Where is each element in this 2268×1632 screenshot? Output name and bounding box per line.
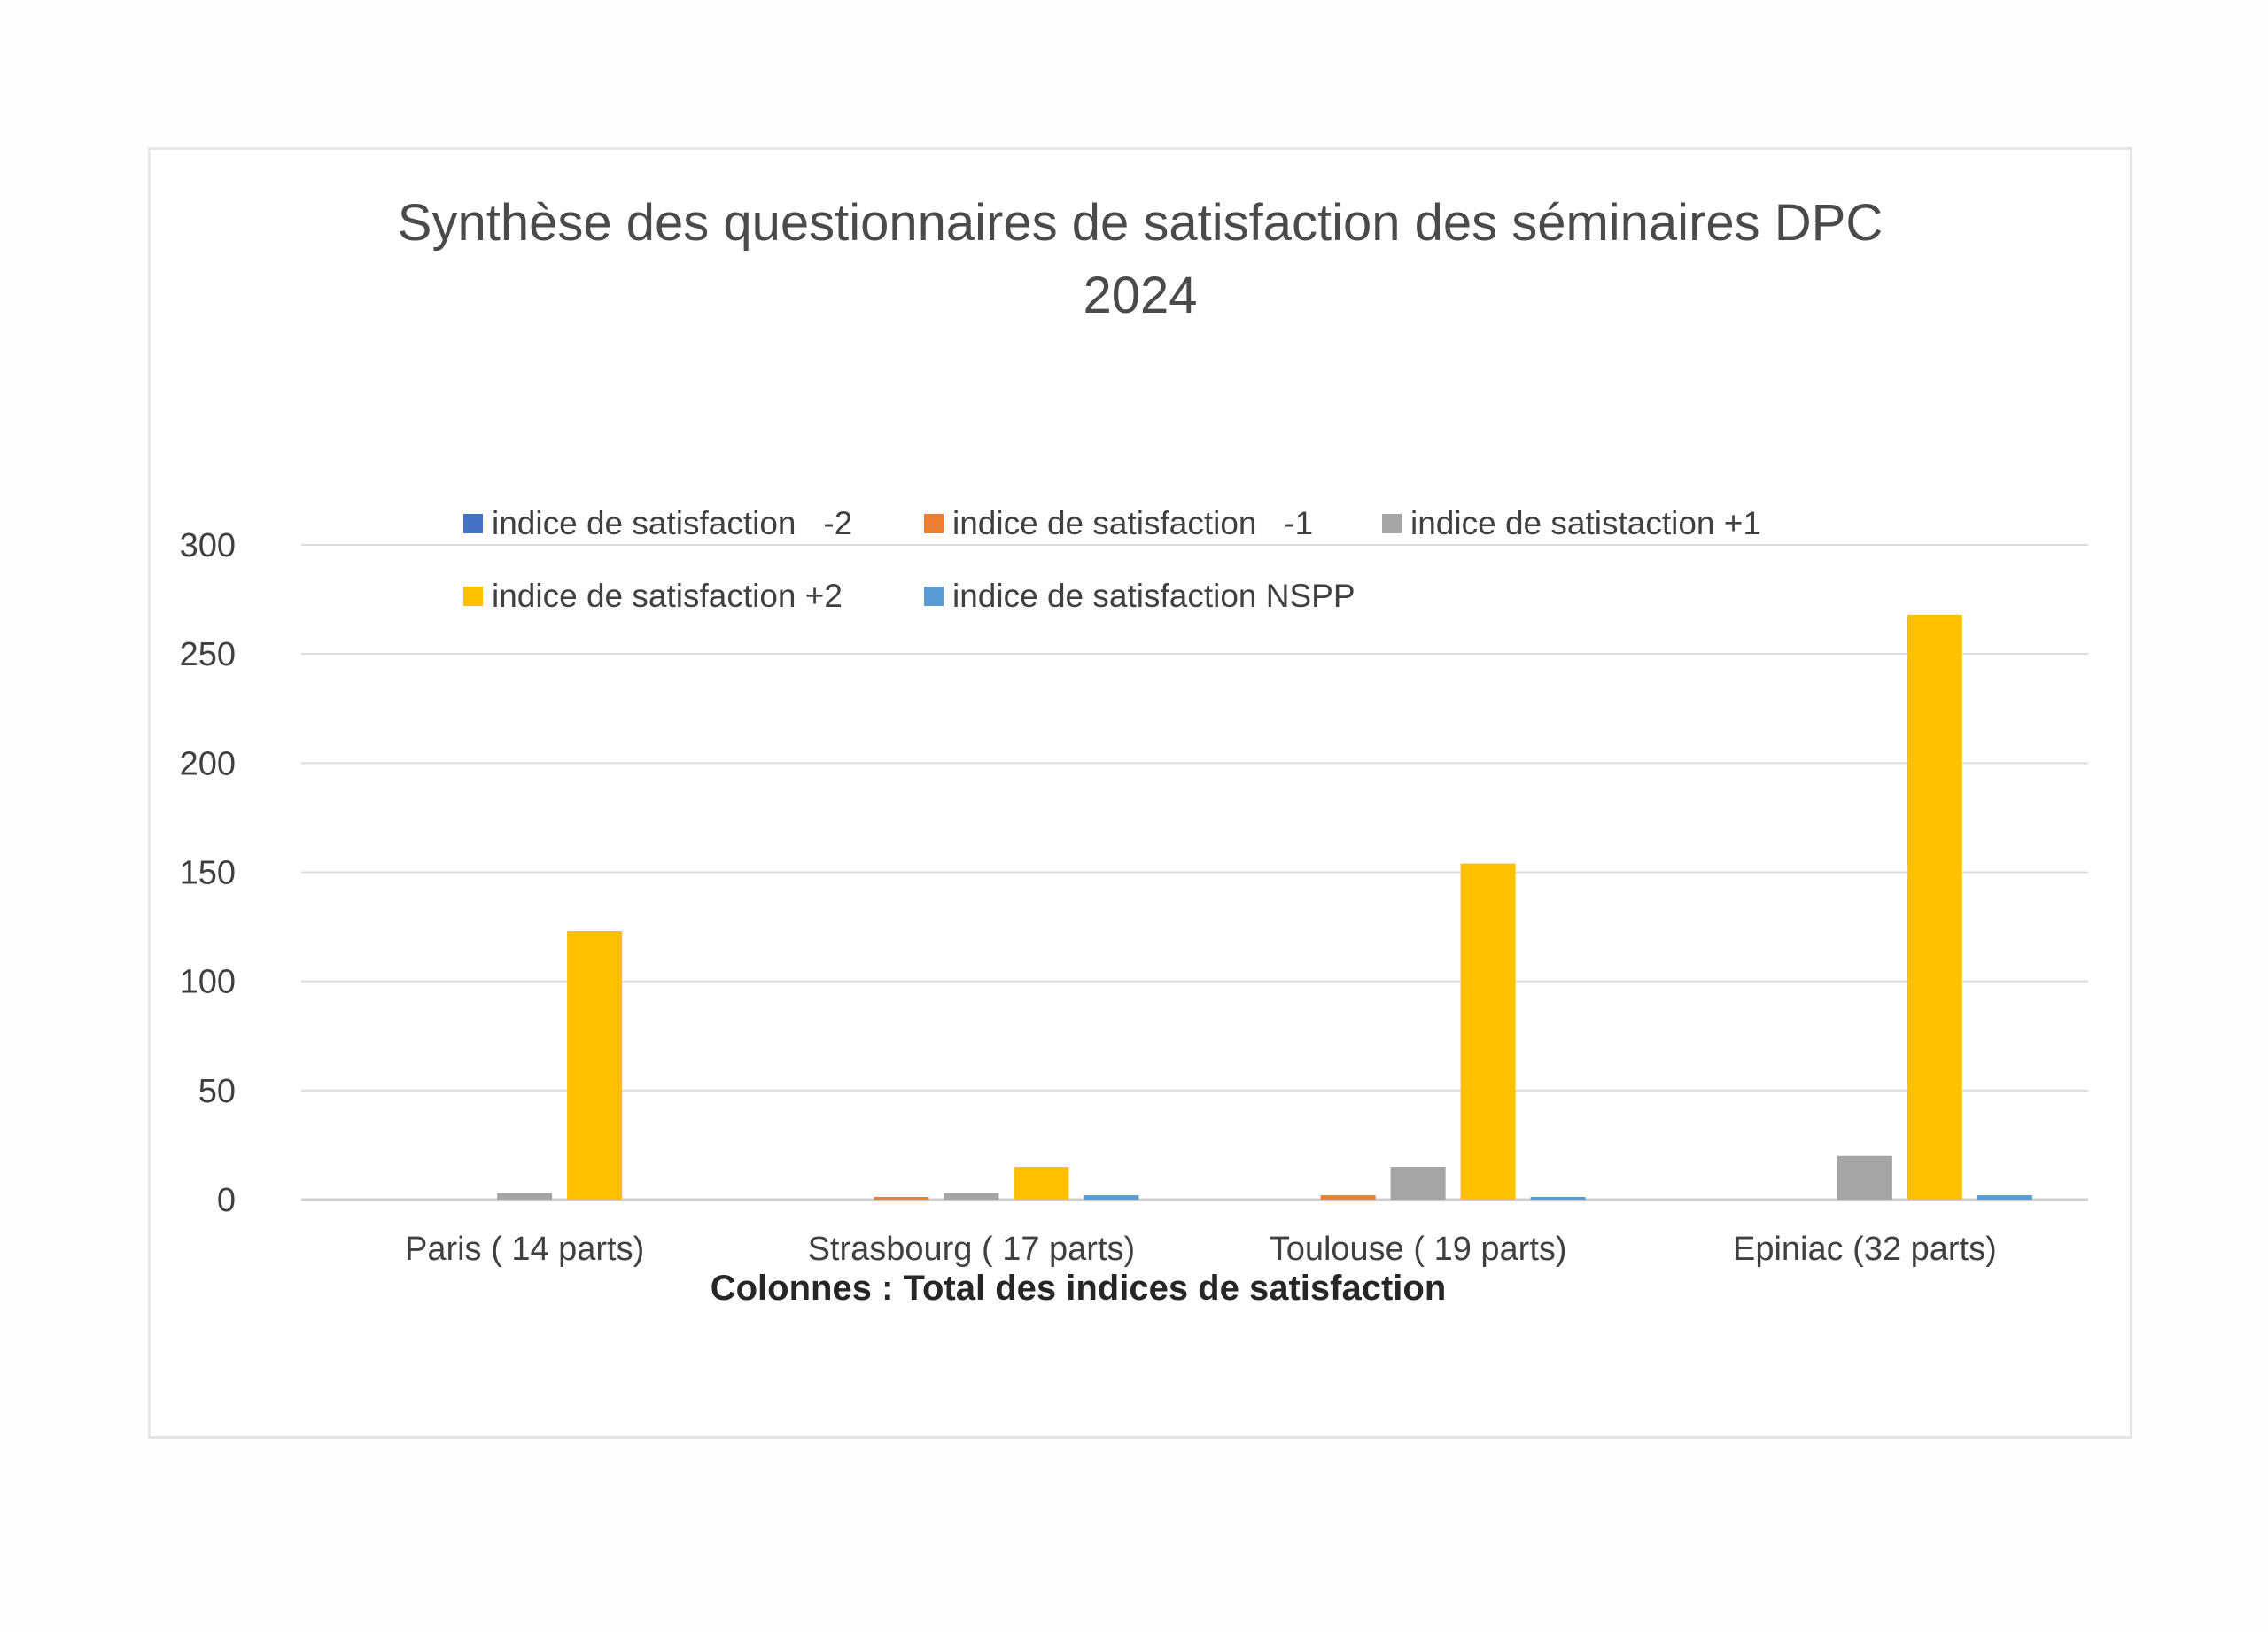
bar: [567, 931, 623, 1200]
y-tick-label: 150: [180, 855, 236, 892]
y-tick-label: 50: [198, 1073, 236, 1110]
bar: [1837, 1155, 1892, 1200]
chart-plot-area: 0 50 100 150 200 250 300 Paris ( 14 parts) Stras…: [180, 527, 2088, 1268]
y-tick-label: 100: [180, 964, 236, 1001]
bar: [1530, 1197, 1586, 1200]
bar: [497, 1193, 553, 1200]
bar: [1907, 614, 1962, 1200]
x-tick-label: Strasbourg ( 17 parts): [808, 1231, 1136, 1268]
bar: [1390, 1167, 1446, 1200]
x-tick-label: Epiniac (32 parts): [1733, 1231, 1997, 1268]
bar: [1977, 1195, 2032, 1200]
bar: [874, 1197, 929, 1200]
y-tick-label: 250: [180, 636, 236, 673]
y-tick-label: 200: [180, 745, 236, 782]
bar: [1320, 1195, 1376, 1200]
y-tick-label: 0: [217, 1182, 236, 1219]
bar: [1014, 1167, 1069, 1200]
y-tick-label: 300: [180, 527, 236, 564]
chart-title: Synthèse des questionnaires de satisfact…: [397, 194, 1884, 324]
bar: [1460, 863, 1516, 1200]
bar: [1084, 1195, 1139, 1200]
bar: [944, 1193, 999, 1200]
x-axis-title: Colonnes : Total des indices de satisfac…: [710, 1269, 1447, 1308]
x-tick-label: Paris ( 14 parts): [405, 1231, 644, 1268]
x-tick-label: Toulouse ( 19 parts): [1270, 1231, 1567, 1268]
chart-frame: Synthèse des questionnaires de satisfact…: [148, 147, 2132, 1439]
